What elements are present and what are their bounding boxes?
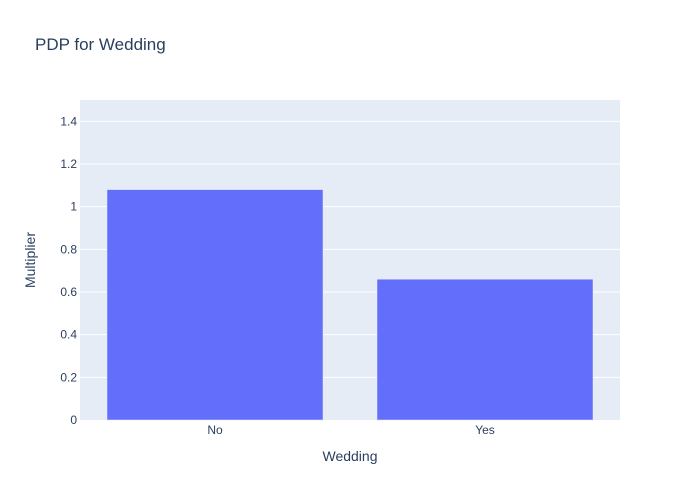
- chart-title: PDP for Wedding: [35, 35, 166, 54]
- x-tick-label: No: [207, 423, 223, 437]
- y-tick-label: 1: [70, 200, 77, 214]
- y-tick-label: 1.2: [60, 157, 77, 171]
- y-tick-label: 0.4: [60, 328, 77, 342]
- bar-yes[interactable]: [376, 278, 594, 421]
- y-tick-label: 0.8: [60, 242, 77, 256]
- y-axis-title: Multiplier: [22, 232, 38, 288]
- y-tick-label: 0: [70, 413, 77, 427]
- bars: [106, 189, 594, 421]
- x-axis-title: Wedding: [322, 448, 377, 464]
- x-tick-label: Yes: [475, 423, 495, 437]
- y-tick-label: 0.6: [60, 285, 77, 299]
- y-tick-label: 1.4: [60, 114, 77, 128]
- bar-no[interactable]: [106, 189, 324, 421]
- y-tick-label: 0.2: [60, 370, 77, 384]
- y-axis-ticks: 0 0.2 0.4 0.6 0.8 1 1.2 1.4: [60, 114, 77, 427]
- x-axis-ticks: No Yes: [207, 423, 494, 437]
